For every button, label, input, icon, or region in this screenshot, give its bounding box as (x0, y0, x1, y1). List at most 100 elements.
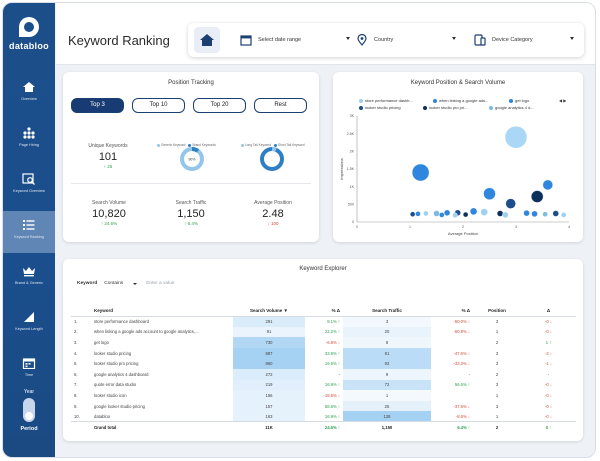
table-row[interactable]: 3. get logo 730 -6.8% ↓ 8 2 1 ↑ (71, 337, 576, 348)
period-toggle[interactable] (23, 398, 35, 422)
sidebar-item-page-hiring[interactable]: Page Hiring (3, 119, 55, 161)
position-cell: 3 (495, 361, 499, 367)
table-row[interactable]: 8. looker studio icon 156 -18.6% ↓ 1 1 -0 ↓ (71, 390, 576, 401)
position-cell: 1 (495, 329, 499, 335)
keyword-cell: looker studio pricing (94, 350, 132, 356)
column-header-search-volume[interactable]: Search Volume ▼ (233, 305, 305, 317)
total-traffic-change: 6.4% ↑ (431, 421, 473, 433)
y-tick-label: 1K (350, 185, 355, 189)
column-header-keyword[interactable]: Keyword (91, 305, 233, 317)
header: Keyword Ranking Select date range Countr… (56, 3, 595, 65)
table-row[interactable]: 10. databloo 163 16.9% ↑ 128 -8.6% ↓ 1 -0 ↓ (71, 411, 576, 422)
sidebar-item-brand-generic[interactable]: Brand & Generic (3, 257, 55, 299)
keyword-cell: looker studio pro pricing (94, 361, 139, 367)
crown-icon (23, 267, 35, 277)
keyword-table: Keyword Search Volume ▼ % Δ Search Traff… (71, 305, 576, 433)
chevron-down-icon (133, 282, 138, 285)
average-position-delta: ↓ 100 (267, 221, 279, 226)
column-header-position[interactable]: Position (473, 305, 521, 317)
column-header-position-change[interactable]: Δ (521, 305, 576, 317)
table-row[interactable]: 6. google analytics 4 dashboard 272-9-2- (71, 368, 576, 380)
legend-label: get logo (515, 98, 530, 103)
column-header-volume-change[interactable]: % Δ (305, 305, 343, 317)
date-range-select[interactable]: Select date range (240, 29, 350, 51)
country-select[interactable]: Country (356, 29, 456, 51)
sidebar-item-keyword-length[interactable]: Keyword Length (3, 303, 55, 345)
sidebar-item-overview[interactable]: Overview (3, 73, 55, 115)
tab-top-3[interactable]: Top 3 (71, 98, 124, 113)
legend-dot (433, 98, 437, 103)
search-volume-value: 10,820 (92, 208, 126, 220)
table-row[interactable]: 5. looker studio pro pricing 860 19.5% ↑ 93 -… (71, 358, 576, 369)
column-header-traffic-change[interactable]: % Δ (431, 305, 473, 317)
sidebar-item-keyword-ranking[interactable]: Keyword Ranking (3, 211, 55, 253)
position-cell: 3 (495, 403, 499, 409)
logo[interactable]: databloo (3, 17, 55, 51)
scatter-point (560, 212, 567, 218)
scatter-legend-item: google analytics 4 d... (489, 105, 534, 110)
volume-change-cell: 8.1% ↑ (327, 319, 340, 325)
filter-value-input[interactable]: Enter a value (146, 281, 175, 286)
device-category-select[interactable]: Device Category (474, 29, 574, 51)
sidebar-item-time[interactable]: Time (3, 349, 55, 391)
traffic-change-cell: 56.5% ↑ (454, 382, 470, 388)
search-volume-cell: 157 (233, 400, 305, 412)
keyword-explorer-title: Keyword Explorer (299, 266, 347, 272)
position-cell: 1 (495, 392, 499, 398)
tab-top-20[interactable]: Top 20 (193, 98, 246, 113)
table-row[interactable]: 1. store performance dashboard 291 8.1% ↑ 3-… (71, 316, 576, 327)
page-title: Keyword Ranking (68, 33, 170, 48)
scatter-legend-item: looker studio pricing (359, 105, 401, 110)
table-row[interactable]: 9. google looker studio pricing 157 68.8% ↑… (71, 400, 576, 412)
legend-label: google analytics 4 d... (495, 105, 534, 110)
scatter-plot: 0 500 1K 1.5K 2K 2.5K 3K 0 1 2 3 4 Average Position I… (339, 114, 570, 236)
x-tick-label: 3 (515, 225, 517, 229)
sidebar-item-label: Overview (21, 97, 37, 101)
keyword-cell: when linking a google ads account to goo… (94, 329, 199, 335)
search-traffic-cell: 1 (343, 390, 431, 401)
position-cell: 2 (495, 339, 499, 345)
scatter-title: Keyword Position & Search Volume (410, 80, 506, 86)
row-index: 7. (74, 382, 78, 388)
scatter-point (483, 187, 496, 200)
unique-keywords-label: Unique Keywords (88, 143, 128, 149)
search-traffic-delta: ↑ 6.4% (184, 221, 198, 226)
volume-change-cell: - (338, 371, 340, 377)
legend-dot (157, 143, 160, 147)
keyword-cell: store performance dashboard (94, 319, 149, 325)
scatter-point (411, 163, 430, 182)
search-traffic-cell: 9 (343, 368, 431, 380)
volume-change-cell: -18.6% ↓ (323, 392, 340, 398)
filter-operator-select[interactable]: Contains (101, 280, 140, 287)
scatter-point (531, 210, 538, 218)
search-volume-delta: ↑ 24.6% (100, 221, 118, 226)
home-button[interactable] (194, 27, 220, 53)
sidebar-item-keyword-overview[interactable]: Keyword Overview (3, 165, 55, 207)
table-row[interactable]: 2. when linking a google ads account to g… (71, 326, 576, 338)
tab-top-10[interactable]: Top 10 (132, 98, 185, 113)
search-volume-cell: 91 (233, 326, 305, 338)
column-header-search-traffic[interactable]: Search Traffic (343, 305, 431, 317)
traffic-change-cell: -60.8% ↓ (453, 329, 470, 335)
table-row[interactable]: 7. quote error data studio 219 16.9% ↑ 72 56.… (71, 379, 576, 391)
scatter-point (452, 212, 458, 218)
position-change-cell: -0 ↓ (545, 319, 552, 325)
search-volume-cell: 860 (233, 358, 305, 369)
position-change-cell: -1 ↓ (545, 361, 552, 367)
tab-rest[interactable]: Rest (254, 98, 307, 113)
volume-change-cell: 33.9% ↑ (324, 350, 340, 356)
scatter-point (439, 212, 445, 218)
search-traffic-value: 1,150 (177, 208, 205, 220)
chevron-down-icon (346, 37, 350, 40)
legend-page-arrows[interactable]: ◀ ▶ (559, 98, 567, 103)
row-index: 9. (74, 403, 78, 409)
table-row[interactable]: 4. looker studio pricing 887 33.9% ↑ 91 -47.6… (71, 347, 576, 359)
position-cell: 3 (495, 319, 499, 325)
scatter-legend-item: get logo (509, 98, 529, 103)
legend-dot (423, 105, 427, 110)
y-tick-label: 3K (350, 114, 355, 118)
y-tick-label: 2.5K (347, 132, 355, 136)
unique-keywords-value: 101 (98, 151, 118, 163)
position-change-cell: -0 ↓ (545, 329, 552, 335)
scatter-point (409, 211, 416, 217)
